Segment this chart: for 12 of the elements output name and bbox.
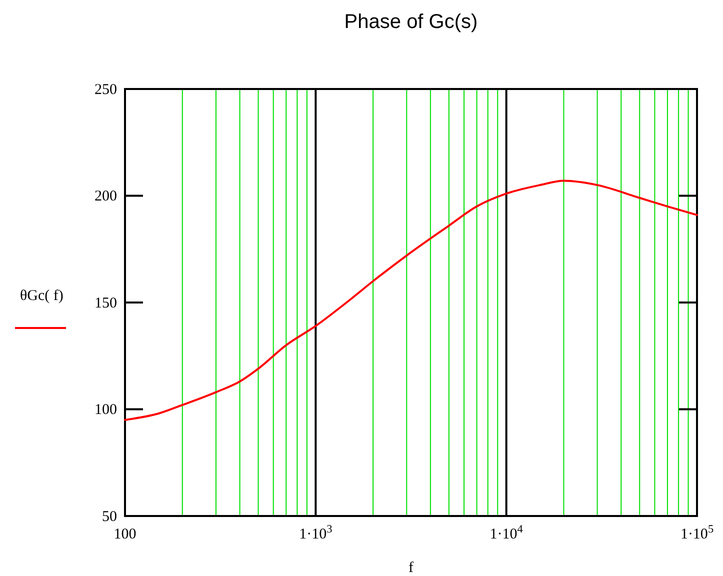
y-tick-label: 100 <box>94 402 117 418</box>
chart-title: Phase of Gc(s) <box>344 11 478 33</box>
y-tick-label: 150 <box>94 295 117 312</box>
x-tick-label: 100 <box>114 526 136 543</box>
y-tick-label: 200 <box>94 188 117 205</box>
text: θGc( f) <box>20 288 64 304</box>
y-tick-label: 250 <box>94 82 117 98</box>
x-tick-label: 1·10$^{4}$ <box>490 524 524 543</box>
x-axis-title: f <box>408 560 414 576</box>
y-tick-label: 50 <box>102 508 117 525</box>
x-tick-label: 1·10$^{3}$ <box>299 524 333 543</box>
x-tick-label: 1·10$^{5}$ <box>680 524 714 543</box>
